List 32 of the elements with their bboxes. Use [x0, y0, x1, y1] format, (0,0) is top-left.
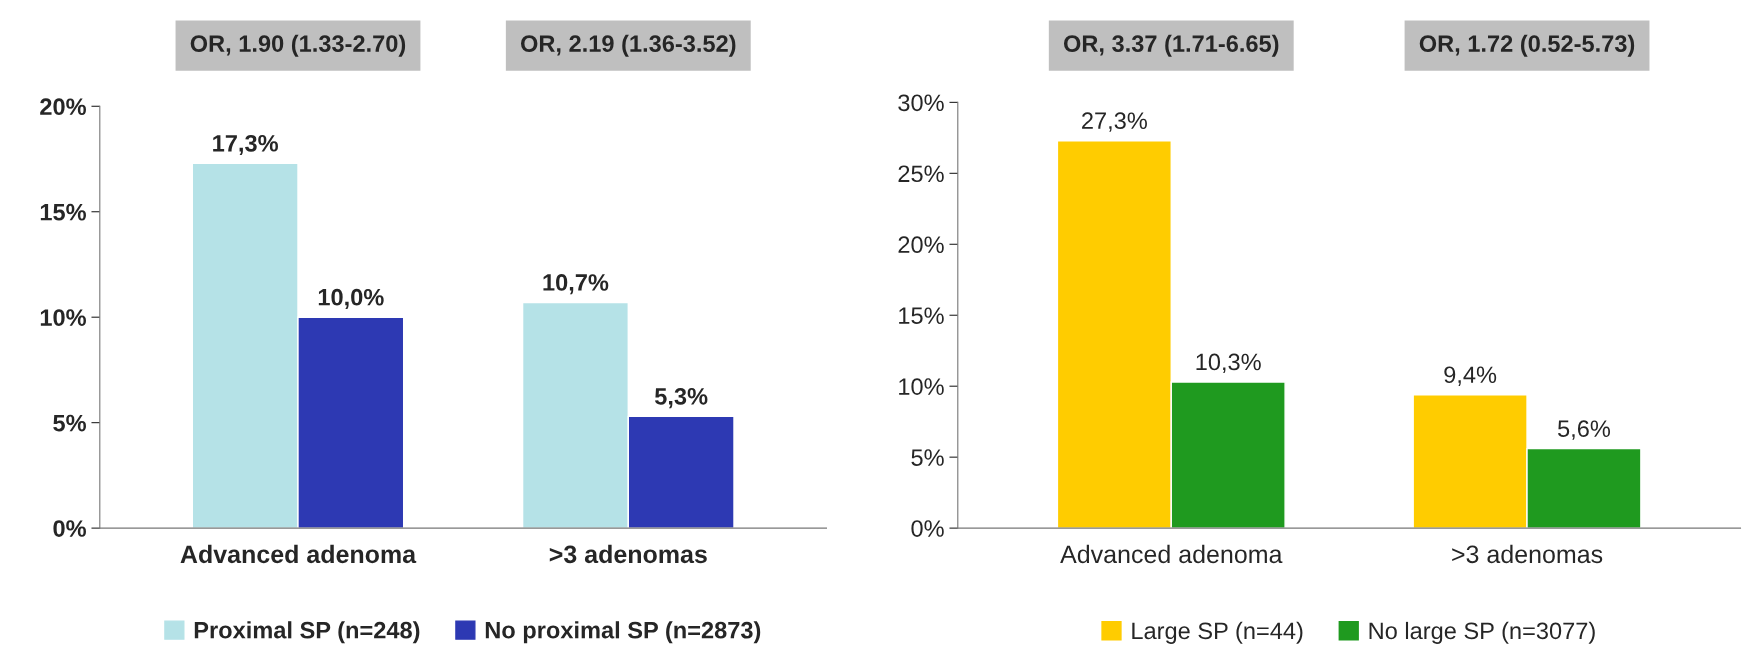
legend-label: No proximal SP (n=2873)	[485, 621, 761, 644]
text: OR, 1.72 (0.52-5.73)	[1419, 34, 1635, 57]
x-tick-label: >3 adenomas	[1452, 544, 1603, 564]
y-tick-label: 25%	[898, 165, 944, 183]
y-tick-label: 20%	[898, 236, 944, 254]
y-tick-label: 20%	[40, 98, 86, 116]
data-label: 17,3%	[213, 134, 278, 156]
y-tick-label: 5%	[53, 414, 86, 432]
text: OR, 1.90 (1.33-2.70)	[190, 34, 406, 57]
y-tick-label: 15%	[40, 203, 86, 221]
y-tick-label: 10%	[40, 309, 86, 326]
data-label: 27,3%	[1082, 112, 1147, 132]
text: OR, 2.19 (1.36-3.52)	[521, 34, 736, 57]
data-label: 5,3%	[654, 388, 708, 409]
data-label: 10,7%	[543, 274, 609, 295]
data-label: 10,0%	[318, 288, 384, 310]
y-tick-label: 15%	[899, 307, 944, 325]
legend-label: Large SP (n=44)	[1132, 621, 1303, 644]
x-tick-label: >3 adenomas	[549, 544, 707, 564]
data-label: 9,4%	[1444, 366, 1497, 386]
data-label: 10,3%	[1196, 353, 1261, 374]
x-tick-label: Advanced adenoma	[180, 544, 417, 564]
text: OR, 3.37 (1.71-6.65)	[1063, 34, 1279, 57]
y-tick-label: 10%	[899, 378, 944, 395]
legend-label: Proximal SP (n=248)	[194, 621, 420, 644]
legend-label: No large SP (n=3077)	[1369, 621, 1595, 644]
y-tick-label: 30%	[898, 94, 944, 112]
y-tick-label: 0%	[911, 520, 944, 537]
x-tick-label: Advanced adenoma	[1060, 544, 1283, 564]
y-tick-label: 0%	[53, 520, 86, 537]
data-label: 5,6%	[1557, 420, 1611, 440]
y-tick-label: 5%	[911, 449, 944, 466]
